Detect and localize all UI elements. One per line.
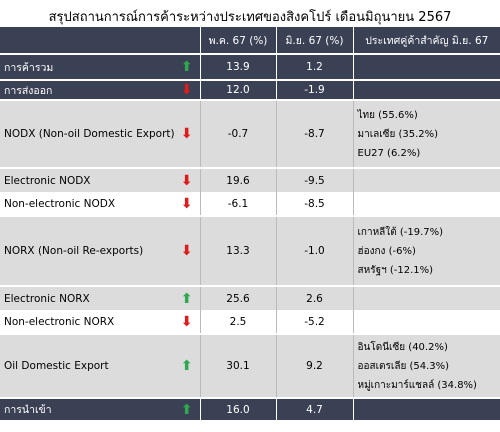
arrow-up-icon: ⬆ <box>180 59 193 75</box>
cell-jun: -9.5 <box>276 167 354 192</box>
row-label: การส่งออก <box>0 79 174 100</box>
arrow-down-icon: ⬇ <box>180 313 193 330</box>
row-label: NORX (Non-oil Re-exports) <box>0 215 174 286</box>
partner-item: อินโดนีเซีย (40.2%) <box>357 341 448 353</box>
partner-item: มาเลเซีย (35.2%) <box>357 128 439 140</box>
cell-jun: -5.2 <box>276 310 354 334</box>
cell-partners <box>353 79 500 100</box>
table-row: การค้ารวม ⬆ 13.9 1.2 <box>0 53 500 80</box>
page-title: สรุปสถานการณ์การค้าระหว่างประเทศของสิงคโ… <box>48 10 452 25</box>
cell-partners: ไทย (55.6%) มาเลเซีย (35.2%) EU27 (6.2%) <box>353 99 500 168</box>
table-row: Non-electronic NORX ⬇ 2.5 -5.2 <box>0 310 500 334</box>
cell-jun: 2.6 <box>276 285 354 310</box>
table-row: NODX (Non-oil Domestic Export) ⬇ -0.7 -8… <box>0 99 500 168</box>
arrow-up-icon: ⬆ <box>180 358 193 374</box>
arrow-up-icon: ⬆ <box>180 401 193 418</box>
cell-may: -6.1 <box>200 192 277 216</box>
arrow-down-icon: ⬇ <box>180 126 193 142</box>
cell-jun: 4.7 <box>276 397 354 420</box>
partner-item: เกาหลีใต้ (-19.7%) <box>357 226 444 238</box>
arrow-up-icon: ⬆ <box>180 290 193 307</box>
row-label: Oil Domestic Export <box>0 333 174 398</box>
cell-may: 19.6 <box>200 167 277 192</box>
header-partners: ประเทศคู่ค้าสำคัญ มิ.ย. 67 <box>353 27 500 54</box>
cell-may: -0.7 <box>200 99 277 168</box>
cell-may: 25.6 <box>200 285 277 310</box>
cell-partners <box>353 310 500 334</box>
cell-may: 13.3 <box>200 215 277 286</box>
table-row: Electronic NODX ⬇ 19.6 -9.5 <box>0 167 500 192</box>
table-row: NORX (Non-oil Re-exports) ⬇ 13.3 -1.0 เก… <box>0 215 500 286</box>
row-label: การนำเข้า <box>0 397 174 420</box>
cell-partners <box>353 397 500 420</box>
cell-jun: -8.7 <box>276 99 354 168</box>
table-row: Non-electronic NODX ⬇ -6.1 -8.5 <box>0 192 500 216</box>
row-label: Electronic NODX <box>0 167 174 192</box>
cell-jun: -1.9 <box>276 79 354 100</box>
arrow-down-icon: ⬇ <box>180 243 193 259</box>
arrow-down-icon: ⬇ <box>180 172 193 189</box>
cell-jun: -8.5 <box>276 192 354 216</box>
cell-partners <box>353 167 500 192</box>
trade-summary-table: พ.ค. 67 (%) มิ.ย. 67 (%) ประเทศคู่ค้าสำค… <box>0 27 500 420</box>
partner-item: EU27 (6.2%) <box>357 147 421 159</box>
header-jun: มิ.ย. 67 (%) <box>276 27 354 54</box>
cell-partners <box>353 192 500 216</box>
row-label: Non-electronic NORX <box>0 310 174 334</box>
cell-partners: เกาหลีใต้ (-19.7%) ฮ่องกง (-6%) สหรัฐฯ (… <box>353 215 500 286</box>
cell-jun: 9.2 <box>276 333 354 398</box>
arrow-down-icon: ⬇ <box>180 195 193 212</box>
row-label: Non-electronic NODX <box>0 192 174 216</box>
header-item <box>0 27 201 54</box>
table-row: Electronic NORX ⬆ 25.6 2.6 <box>0 285 500 310</box>
cell-partners: อินโดนีเซีย (40.2%) ออสเตรเลีย (54.3%) ห… <box>353 333 500 398</box>
cell-jun: 1.2 <box>276 53 354 80</box>
partner-item: ฮ่องกง (-6%) <box>357 245 416 257</box>
cell-may: 30.1 <box>200 333 277 398</box>
partner-item: ออสเตรเลีย (54.3%) <box>357 360 450 372</box>
table-header-row: พ.ค. 67 (%) มิ.ย. 67 (%) ประเทศคู่ค้าสำค… <box>0 27 500 54</box>
partner-item: สหรัฐฯ (-12.1%) <box>357 264 434 276</box>
table-row: การส่งออก ⬇ 12.0 -1.9 <box>0 79 500 100</box>
table-row: การนำเข้า ⬆ 16.0 4.7 <box>0 397 500 420</box>
cell-partners <box>353 53 500 80</box>
cell-may: 16.0 <box>200 397 277 420</box>
arrow-down-icon: ⬇ <box>180 82 193 98</box>
cell-jun: -1.0 <box>276 215 354 286</box>
table-row: Oil Domestic Export ⬆ 30.1 9.2 อินโดนีเซ… <box>0 333 500 398</box>
header-may: พ.ค. 67 (%) <box>200 27 277 54</box>
row-label: NODX (Non-oil Domestic Export) <box>0 99 174 168</box>
cell-may: 2.5 <box>200 310 277 334</box>
row-label: การค้ารวม <box>0 53 174 80</box>
cell-may: 12.0 <box>200 79 277 100</box>
partner-item: หมู่เกาะมาร์แชลล์ (34.8%) <box>357 379 477 391</box>
row-label: Electronic NORX <box>0 285 174 310</box>
cell-partners <box>353 285 500 310</box>
partner-item: ไทย (55.6%) <box>357 109 418 121</box>
cell-may: 13.9 <box>200 53 277 80</box>
